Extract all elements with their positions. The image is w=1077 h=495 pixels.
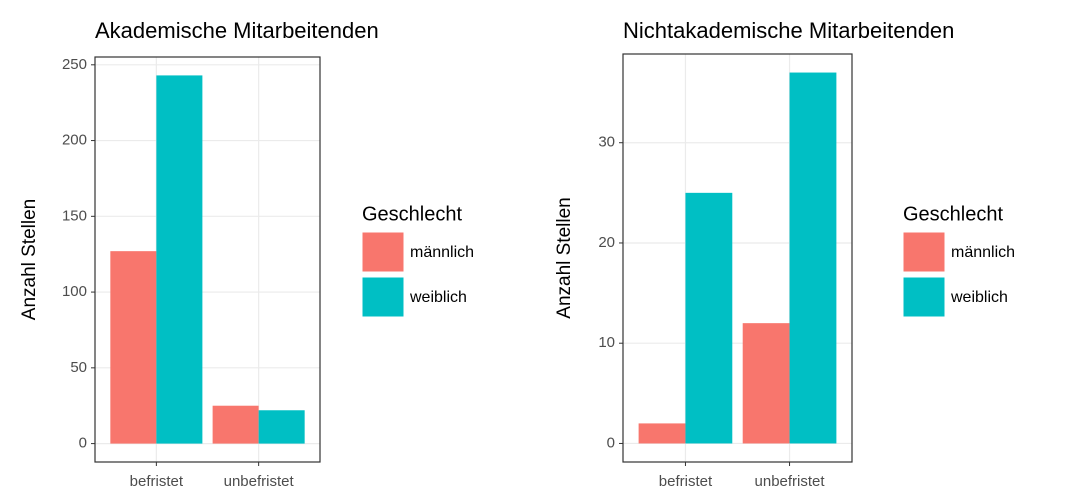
- y-tick-label: 0: [79, 435, 87, 452]
- x-tick-label: befristet: [659, 473, 713, 490]
- x-tick-label: befristet: [130, 473, 184, 490]
- bar: [685, 192, 733, 444]
- legend-label: weiblich: [409, 289, 467, 306]
- y-tick-label: 150: [62, 207, 87, 224]
- legend-label: männlich: [410, 244, 474, 261]
- y-tick-label: 200: [62, 132, 87, 149]
- y-axis-title: Anzahl Stellen: [554, 197, 575, 318]
- bar: [638, 423, 686, 444]
- x-tick-label: unbefristet: [224, 473, 295, 490]
- panel-border: [622, 53, 853, 463]
- chart-title: Akademische Mitarbeitenden: [95, 18, 379, 43]
- bar: [258, 410, 305, 444]
- legend-key: [902, 276, 946, 318]
- legend-title: Geschlecht: [903, 203, 1003, 225]
- bar: [110, 251, 157, 444]
- legend-label: weiblich: [950, 289, 1008, 306]
- y-tick-label: 100: [62, 283, 87, 300]
- legend-title: Geschlecht: [362, 203, 462, 225]
- legend-key: [902, 231, 946, 273]
- legend-label: männlich: [951, 244, 1015, 261]
- chart-title: Nichtakademische Mitarbeitenden: [623, 18, 954, 43]
- y-tick-label: 20: [598, 234, 615, 251]
- y-tick-label: 50: [70, 359, 87, 376]
- legend-key: [361, 231, 405, 273]
- y-tick-label: 250: [62, 56, 87, 73]
- y-tick-label: 30: [598, 134, 615, 151]
- legend-key: [361, 276, 405, 318]
- bar: [156, 75, 203, 444]
- y-axis-title: Anzahl Stellen: [19, 199, 40, 320]
- y-tick-label: 0: [607, 434, 615, 451]
- y-tick-label: 10: [598, 334, 615, 351]
- panel-border: [94, 56, 321, 463]
- bar: [789, 72, 837, 444]
- x-tick-label: unbefristet: [755, 473, 826, 490]
- bar: [212, 405, 259, 444]
- bar: [742, 323, 790, 444]
